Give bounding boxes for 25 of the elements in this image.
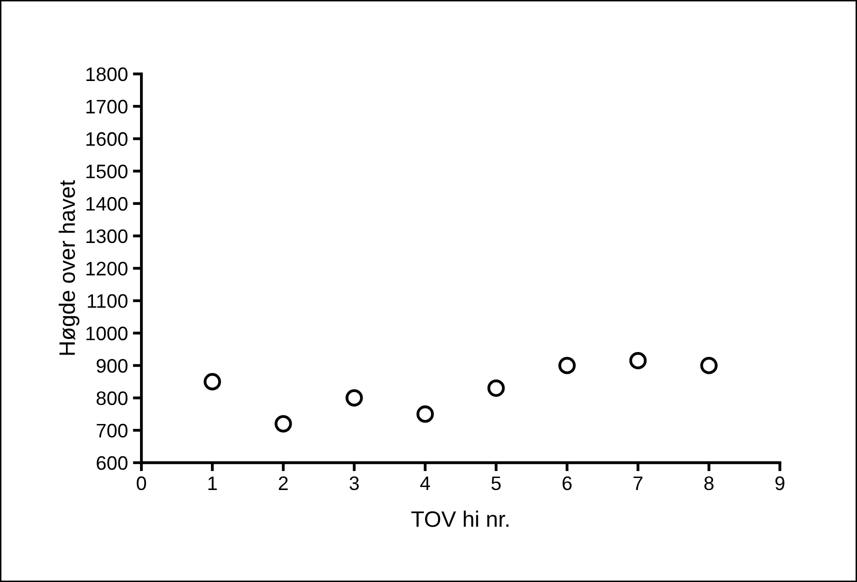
- x-tick-label: 7: [634, 476, 642, 490]
- x-axis-title: TOV hi nr.: [411, 510, 508, 527]
- y-tick-label: 1800: [86, 67, 128, 82]
- x-tick-label: 6: [562, 476, 572, 490]
- y-tick-label: 1100: [88, 294, 128, 308]
- y-tick-label: 1500: [86, 164, 128, 178]
- y-tick-label: 1300: [86, 229, 128, 244]
- y-tick-label: 1200: [86, 262, 128, 276]
- x-tick-label: 8: [704, 476, 714, 490]
- y-tick-label: 600: [96, 456, 128, 470]
- y-tick-label: 1600: [86, 132, 128, 146]
- x-tick-label: 3: [350, 476, 359, 490]
- x-tick-label: 0: [136, 476, 146, 490]
- y-tick-label: 700: [96, 424, 128, 438]
- y-tick-label: 1400: [86, 196, 128, 211]
- y-tick-label: 900: [96, 358, 128, 373]
- x-tick-label: 9: [775, 476, 784, 490]
- x-tick-label: 1: [208, 476, 217, 490]
- y-tick-label: 800: [96, 391, 128, 406]
- y-tick-label: 1700: [86, 100, 128, 114]
- x-tick-label: 4: [420, 476, 430, 490]
- y-axis-title: Høgde over havet: [58, 180, 80, 355]
- x-tick-label: 2: [278, 476, 288, 490]
- x-tick-label: 5: [491, 476, 501, 490]
- y-tick-label: 1000: [86, 326, 128, 340]
